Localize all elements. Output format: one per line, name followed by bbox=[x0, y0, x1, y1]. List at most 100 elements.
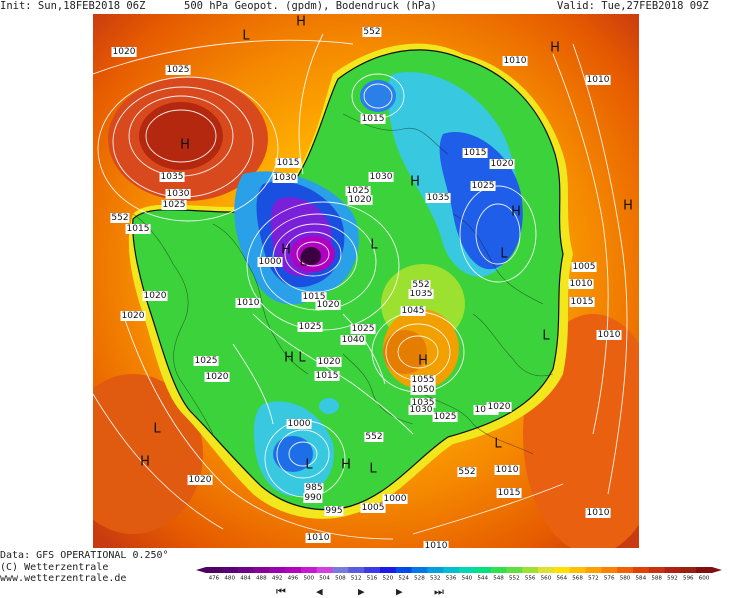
scale-tick-label: 564 bbox=[556, 576, 567, 581]
pressure-label: 1015 bbox=[314, 371, 340, 381]
scale-swatch bbox=[648, 567, 666, 573]
pressure-label: 1045 bbox=[400, 306, 426, 316]
pressure-center: H bbox=[550, 40, 560, 56]
pressure-label: 1020 bbox=[315, 300, 341, 310]
pressure-label: 1035 bbox=[408, 289, 434, 299]
scale-tick-label: 492 bbox=[272, 576, 283, 581]
scale-tick-label: 496 bbox=[288, 576, 299, 581]
forecast-map: 1020 1025 1035 1030 1025 1015 1020 1020 … bbox=[93, 14, 639, 548]
last-frame-button[interactable]: ⏭ bbox=[434, 585, 444, 598]
pressure-label: 1025 bbox=[161, 200, 187, 210]
pressure-label: 1025 bbox=[345, 186, 371, 196]
map-title: 500 hPa Geopot. (gpdm), Bodendruck (hPa) bbox=[184, 0, 437, 12]
pressure-label: 1020 bbox=[187, 475, 213, 485]
scale-tick-label: 536 bbox=[446, 576, 457, 581]
pressure-center: H bbox=[511, 204, 521, 220]
pressure-label: 1035 bbox=[159, 172, 185, 182]
footer-credits: Data: GFS OPERATIONAL 0.250° (C) Wetterz… bbox=[0, 550, 169, 585]
scale-swatch bbox=[253, 567, 270, 573]
coastlines bbox=[132, 113, 554, 455]
scale-swatch bbox=[522, 567, 539, 573]
pressure-label: 1010 bbox=[585, 75, 611, 85]
scale-swatch bbox=[664, 567, 681, 573]
pressure-label: 1030 bbox=[272, 173, 298, 183]
scale-tick-label: 572 bbox=[588, 576, 599, 581]
pressure-label: 1025 bbox=[350, 324, 376, 334]
contour-552-label: 552 bbox=[110, 213, 130, 223]
pressure-label: 1035 bbox=[425, 193, 451, 203]
pressure-label: 1015 bbox=[496, 488, 522, 498]
pressure-label: 1000 bbox=[382, 494, 408, 504]
scale-swatch bbox=[411, 567, 428, 573]
scale-swatch bbox=[538, 567, 555, 573]
scale-tick-label: 484 bbox=[240, 576, 251, 581]
pressure-label: 1025 bbox=[165, 65, 191, 75]
scale-arrow-left bbox=[196, 567, 206, 573]
pressure-center: L bbox=[242, 28, 250, 44]
pressure-label: 1025 bbox=[193, 356, 219, 366]
pressure-label: 1015 bbox=[301, 292, 327, 302]
pressure-label: 1025 bbox=[470, 181, 496, 191]
warm-region-southwest bbox=[93, 374, 203, 534]
pressure-label: 1010 bbox=[585, 508, 611, 518]
scale-tick-label: 544 bbox=[477, 576, 488, 581]
scale-swatch bbox=[680, 567, 697, 573]
pressure-label: 1020 bbox=[486, 402, 512, 412]
scale-swatch bbox=[348, 567, 365, 573]
animation-controls: ⏮ ◀ ▶ ▶ ⏭ bbox=[276, 586, 466, 597]
pressure-center: L bbox=[299, 254, 307, 270]
pressure-label: 1030 bbox=[165, 189, 191, 199]
scale-tick-label: 576 bbox=[604, 576, 615, 581]
scale-swatch bbox=[285, 567, 302, 573]
scale-tick-label: 548 bbox=[493, 576, 504, 581]
scale-swatch bbox=[585, 567, 602, 573]
scale-tick-label: 568 bbox=[572, 576, 583, 581]
scale-swatch bbox=[427, 567, 444, 573]
scale-swatch bbox=[364, 567, 381, 573]
scale-swatch bbox=[601, 567, 618, 573]
pressure-label: 1010 bbox=[235, 298, 261, 308]
copyright-label: (C) Wetterzentrale bbox=[0, 561, 109, 573]
high-dome-core bbox=[139, 102, 223, 170]
pressure-label: 1005 bbox=[360, 503, 386, 513]
scale-tick-label: 592 bbox=[667, 576, 678, 581]
pressure-center: L bbox=[369, 461, 377, 477]
scale-tick-label: 532 bbox=[430, 576, 441, 581]
scale-tick-label: 540 bbox=[462, 576, 473, 581]
next-frame-button[interactable]: ▶ bbox=[396, 585, 403, 598]
scale-tick-label: 556 bbox=[525, 576, 536, 581]
pressure-label: 1010 bbox=[596, 330, 622, 340]
scale-swatch bbox=[569, 567, 586, 573]
scale-swatch bbox=[395, 567, 413, 573]
cold-cutoff-core bbox=[273, 436, 313, 472]
pressure-center: L bbox=[542, 328, 550, 344]
scale-tick-label: 508 bbox=[335, 576, 346, 581]
website-link[interactable]: www.wetterzentrale.de bbox=[0, 573, 127, 584]
scale-swatch bbox=[506, 567, 523, 573]
pressure-center: H bbox=[284, 350, 294, 366]
pressure-center: L bbox=[153, 421, 161, 437]
first-frame-button[interactable]: ⏮ bbox=[276, 585, 286, 598]
scale-arrow-right bbox=[712, 567, 722, 573]
pressure-center: L bbox=[305, 457, 313, 473]
scale-tick-label: 560 bbox=[541, 576, 552, 581]
scale-tick-label: 500 bbox=[303, 576, 314, 581]
scale-tick-label: 480 bbox=[224, 576, 235, 581]
play-button[interactable]: ▶ bbox=[358, 585, 365, 598]
pressure-label: 1025 bbox=[297, 322, 323, 332]
contour-552-label: 552 bbox=[362, 27, 382, 37]
pressure-center: H bbox=[418, 353, 428, 369]
previous-frame-button[interactable]: ◀ bbox=[316, 585, 323, 598]
pressure-label: 1020 bbox=[316, 357, 342, 367]
pressure-label: 1000 bbox=[286, 419, 312, 429]
scale-tick-label: 528 bbox=[414, 576, 425, 581]
pressure-label: 1010 bbox=[423, 541, 449, 548]
scale-swatch bbox=[696, 567, 713, 573]
scale-swatch bbox=[269, 567, 286, 573]
contour-552-label: 552 bbox=[411, 280, 431, 290]
pressure-center: H bbox=[281, 242, 291, 258]
pressure-center: H bbox=[296, 14, 306, 30]
pressure-label: 1055 bbox=[410, 375, 436, 385]
init-time: Init: Sun,18FEB2018 06Z bbox=[0, 0, 146, 12]
scale-swatch bbox=[332, 567, 349, 573]
